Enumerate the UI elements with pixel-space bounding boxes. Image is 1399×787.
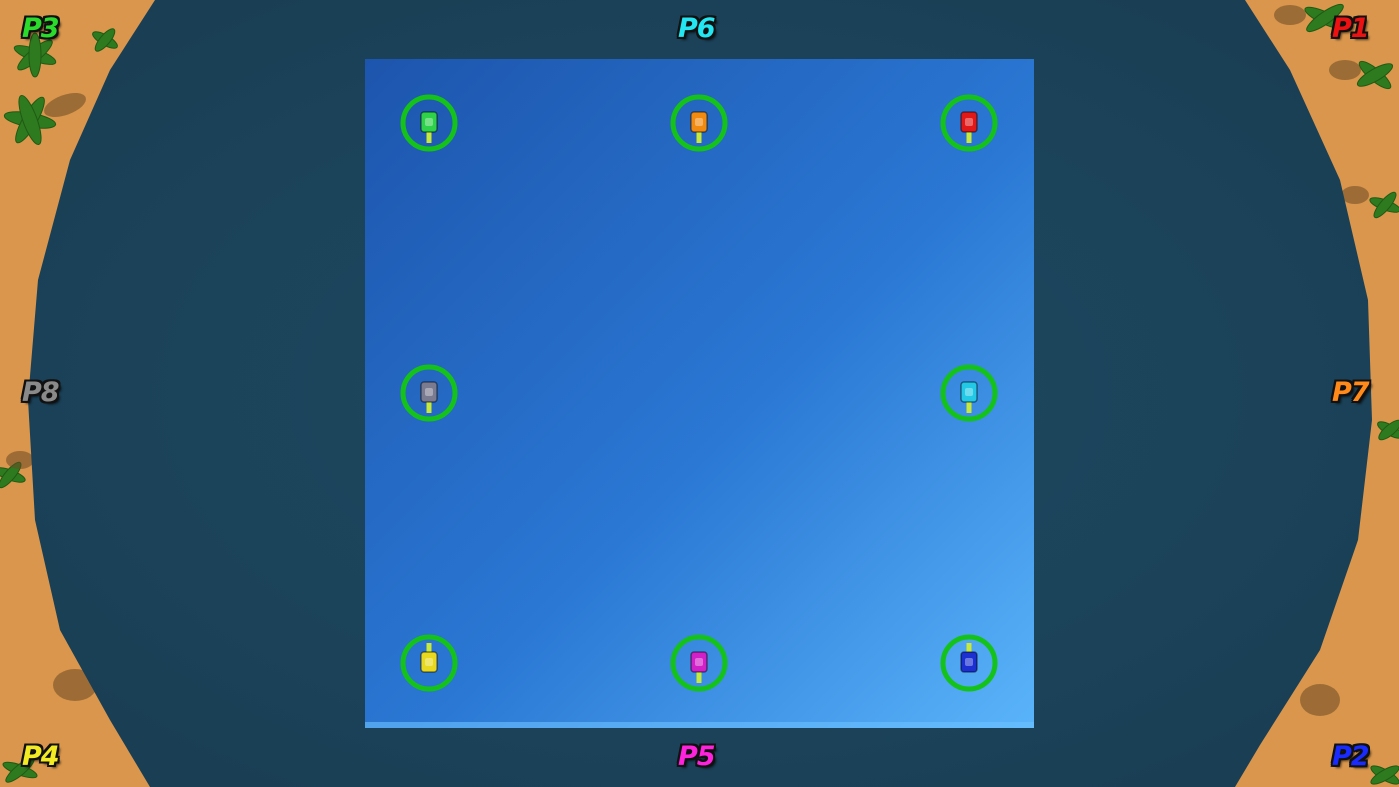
tank-turret bbox=[425, 658, 433, 666]
tank-turret bbox=[695, 658, 703, 666]
spawn-ring bbox=[670, 634, 728, 692]
player-label-p1: P1 bbox=[1332, 13, 1370, 44]
spawn-ring bbox=[940, 94, 998, 152]
player-label-p5: P5 bbox=[678, 741, 716, 772]
tank-turret bbox=[425, 118, 433, 126]
spawn-points bbox=[400, 94, 998, 692]
spawn-point bbox=[940, 364, 998, 422]
tank-turret bbox=[965, 118, 973, 126]
tank-barrel bbox=[966, 125, 972, 143]
tank-barrel bbox=[426, 125, 432, 143]
spawn-point bbox=[940, 94, 998, 152]
palm-tree bbox=[1377, 419, 1399, 441]
tank-barrel bbox=[426, 395, 432, 413]
player-label-p7: P7 bbox=[1332, 377, 1370, 408]
spawn-point bbox=[400, 364, 458, 422]
player-label-p8: P8 bbox=[22, 377, 60, 408]
tank-turret bbox=[425, 388, 433, 396]
palm-tree bbox=[13, 32, 57, 78]
spawn-ring bbox=[670, 94, 728, 152]
spawn-point bbox=[670, 634, 728, 692]
tank-icon bbox=[420, 381, 438, 403]
palm-tree bbox=[92, 28, 118, 52]
arena-floor bbox=[365, 59, 1034, 728]
tank-icon bbox=[690, 111, 708, 133]
player-label-p4: P4 bbox=[22, 741, 60, 772]
spawn-point bbox=[940, 634, 998, 692]
spawn-ring bbox=[400, 364, 458, 422]
spawn-point bbox=[400, 634, 458, 692]
spawn-ring bbox=[940, 364, 998, 422]
tank-barrel bbox=[966, 395, 972, 413]
tank-icon bbox=[420, 111, 438, 133]
spawn-ring bbox=[940, 634, 998, 692]
spawn-point bbox=[670, 94, 728, 152]
tank-icon bbox=[690, 651, 708, 673]
palm-tree bbox=[1356, 60, 1394, 90]
palm-shadows bbox=[6, 5, 1369, 716]
arena-edge bbox=[365, 722, 1034, 728]
spawn-ring bbox=[400, 634, 458, 692]
tank-icon bbox=[960, 381, 978, 403]
palm-tree bbox=[1304, 3, 1346, 33]
tank-turret bbox=[965, 388, 973, 396]
tank-turret bbox=[965, 658, 973, 666]
spawn-ring bbox=[400, 94, 458, 152]
player-label-p6: P6 bbox=[678, 13, 716, 44]
player-label-p2: P2 bbox=[1332, 741, 1370, 772]
tank-barrel bbox=[696, 665, 702, 683]
tank-barrel bbox=[696, 125, 702, 143]
palm-tree bbox=[2, 757, 38, 783]
palm-tree bbox=[3, 94, 57, 146]
palm-tree bbox=[1369, 191, 1399, 219]
tank-icon bbox=[960, 111, 978, 133]
spawn-point bbox=[400, 94, 458, 152]
tank-icon bbox=[420, 651, 438, 673]
tank-icon bbox=[960, 651, 978, 673]
tank-turret bbox=[695, 118, 703, 126]
player-label-p3: P3 bbox=[22, 13, 60, 44]
